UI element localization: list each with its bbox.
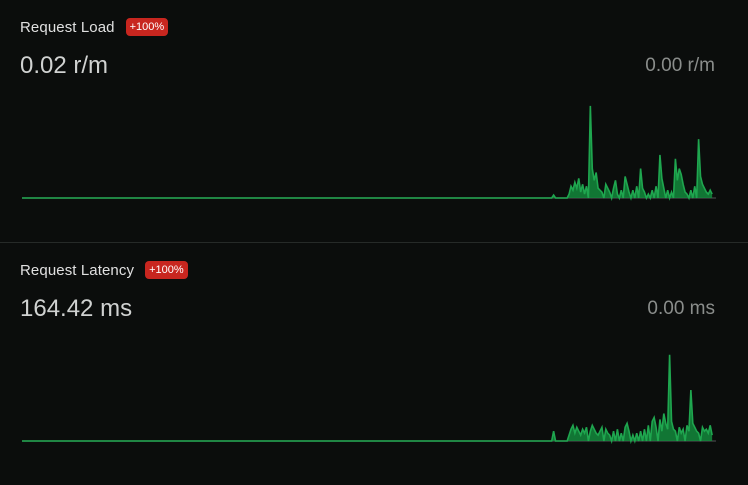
chart-line [22, 354, 713, 445]
chart-line [22, 105, 713, 202]
request-load-value: 0.02 r/m [20, 52, 109, 79]
request-load-change-badge: +100% [125, 18, 169, 36]
request-latency-panel: Request Latency +100% 164.42 ms 0.00 ms [0, 243, 748, 485]
request-latency-change-badge: +100% [145, 261, 188, 279]
request-load-previous-value: 0.00 r/m [645, 55, 715, 76]
request-latency-header: Request Latency +100% [20, 260, 188, 280]
request-load-panel: Request Load +100% 0.02 r/m 0.00 r/m [0, 0, 748, 242]
request-latency-chart[interactable] [22, 341, 716, 445]
request-load-header: Request Load +100% [20, 17, 169, 37]
request-latency-value: 164.42 ms [20, 295, 133, 322]
chart-area [22, 105, 713, 198]
request-load-chart[interactable] [22, 98, 716, 202]
request-load-title: Request Load [20, 18, 115, 36]
request-latency-title: Request Latency [20, 261, 135, 279]
chart-area [22, 354, 713, 441]
request-latency-previous-value: 0.00 ms [647, 298, 715, 319]
panel-divider [0, 242, 748, 243]
